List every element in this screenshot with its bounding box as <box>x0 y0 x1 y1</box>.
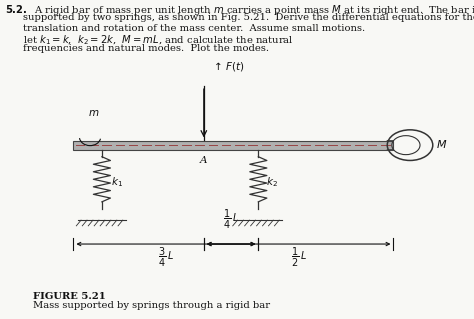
Text: Mass supported by springs through a rigid bar: Mass supported by springs through a rigi… <box>33 301 270 310</box>
Text: $M$: $M$ <box>436 137 447 150</box>
Text: A: A <box>200 156 208 165</box>
Text: $k_1$: $k_1$ <box>111 175 123 189</box>
Text: $\dfrac{1}{2}\,L$: $\dfrac{1}{2}\,L$ <box>291 246 307 269</box>
Text: let $k_1 = k$,  $k_2 = 2k$,  $M = mL$, and calculate the natural: let $k_1 = k$, $k_2 = 2k$, $M = mL$, and… <box>23 34 293 48</box>
Text: $k_2$: $k_2$ <box>266 175 278 189</box>
Text: $\mathbf{5.2.}$  A rigid bar of mass per unit length $m$ carries a point mass $M: $\mathbf{5.2.}$ A rigid bar of mass per … <box>5 3 474 17</box>
Text: $\dfrac{3}{4}\,L$: $\dfrac{3}{4}\,L$ <box>158 246 174 269</box>
Text: translation and rotation of the mass center.  Assume small motions.: translation and rotation of the mass cen… <box>23 24 365 33</box>
Text: supported by two springs, as shown in Fig. 5.21.  Derive the differential equati: supported by two springs, as shown in Fi… <box>23 13 474 22</box>
Text: $\dfrac{1}{4}\,L$: $\dfrac{1}{4}\,L$ <box>223 208 239 231</box>
Text: $\uparrow\,F(t)$: $\uparrow\,F(t)$ <box>211 60 245 73</box>
FancyBboxPatch shape <box>73 141 393 150</box>
Text: FIGURE 5.21: FIGURE 5.21 <box>33 292 106 301</box>
Text: $m$: $m$ <box>88 108 99 118</box>
Text: frequencies and natural modes.  Plot the modes.: frequencies and natural modes. Plot the … <box>23 44 269 53</box>
